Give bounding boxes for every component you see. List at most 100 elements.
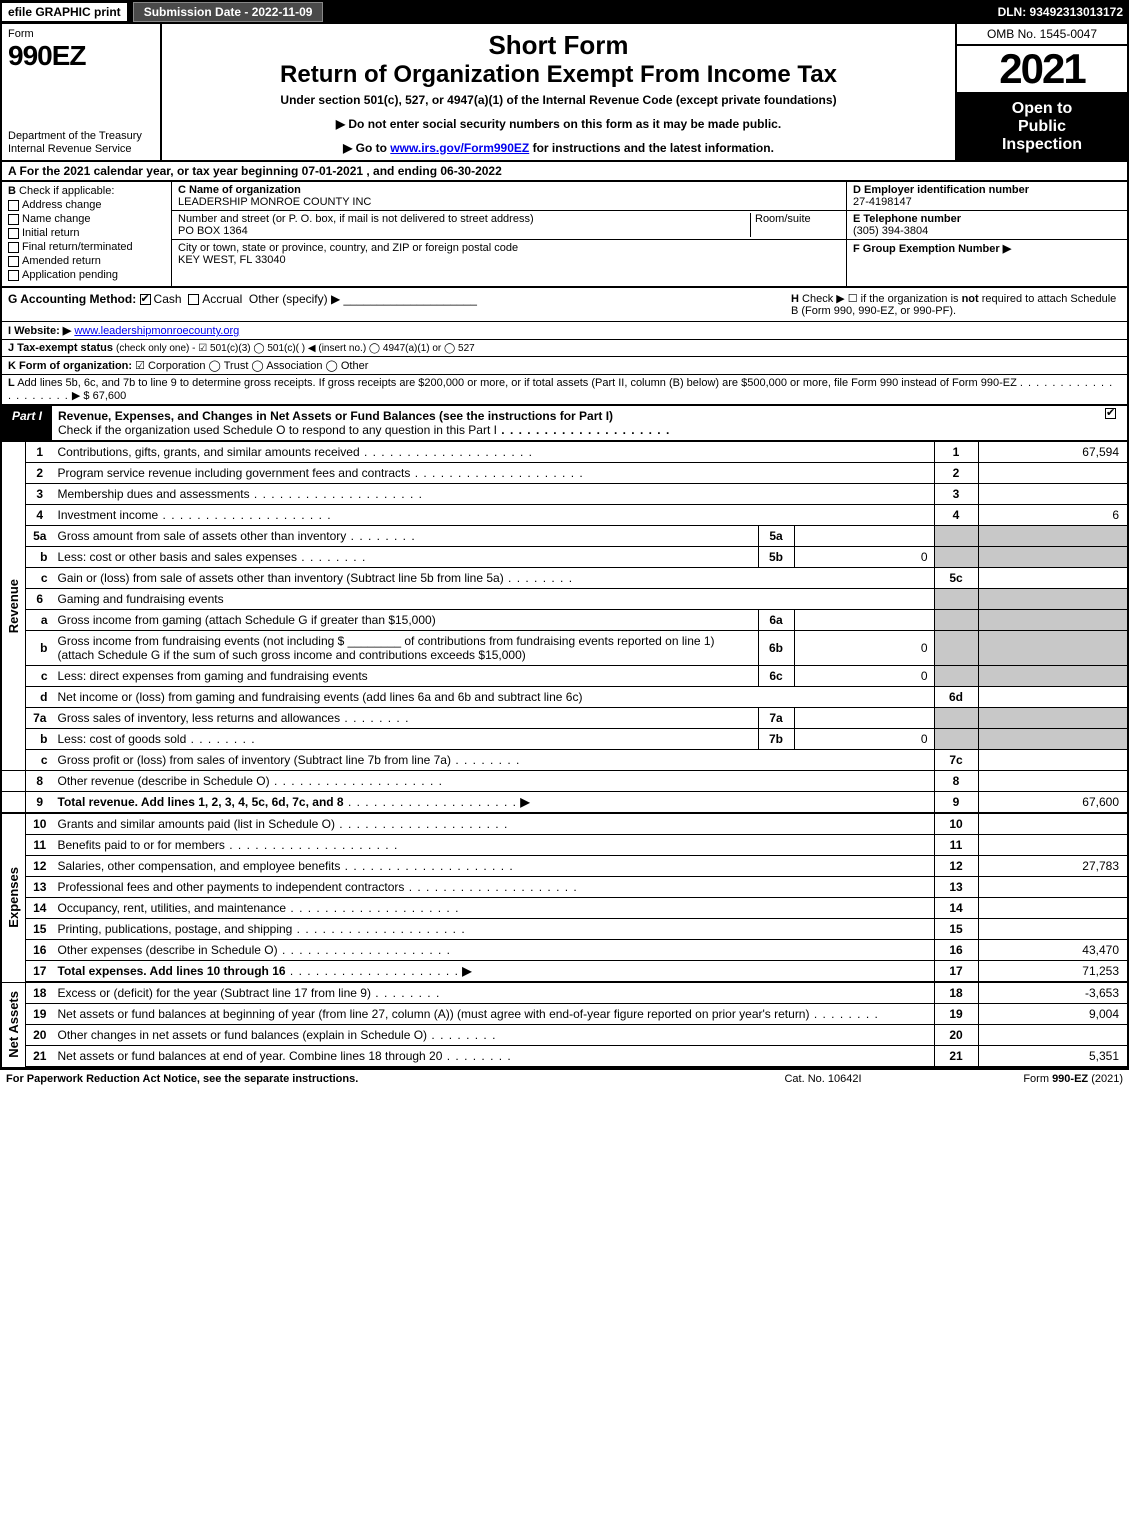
line-19: 19Net assets or fund balances at beginni… xyxy=(1,1004,1128,1025)
l-label: L xyxy=(8,377,15,389)
i-label: I Website: ▶ xyxy=(8,325,71,337)
l-amount-label: ▶ $ xyxy=(72,390,90,402)
section-netassets: Net Assets xyxy=(6,991,21,1058)
g-accounting-method: G Accounting Method: Cash Accrual Other … xyxy=(8,292,791,317)
l-amount: 67,600 xyxy=(93,390,127,402)
short-form-title: Short Form xyxy=(168,30,949,61)
telephone: (305) 394-3804 xyxy=(853,225,1121,237)
chk-name-change[interactable]: Name change xyxy=(8,213,165,225)
g-other: Other (specify) ▶ xyxy=(249,292,340,306)
g-label: G Accounting Method: xyxy=(8,292,136,306)
line-6c: cLess: direct expenses from gaming and f… xyxy=(1,666,1128,687)
chk-amended-return[interactable]: Amended return xyxy=(8,255,165,267)
line-9: 9Total revenue. Add lines 1, 2, 3, 4, 5c… xyxy=(1,792,1128,814)
line-6b: bGross income from fundraising events (n… xyxy=(1,631,1128,666)
line-3: 3Membership dues and assessments3 xyxy=(1,484,1128,505)
line-6a: aGross income from gaming (attach Schedu… xyxy=(1,610,1128,631)
irs-link[interactable]: www.irs.gov/Form990EZ xyxy=(390,141,529,155)
submission-date: Submission Date - 2022-11-09 xyxy=(133,2,324,22)
org-city: KEY WEST, FL 33040 xyxy=(178,254,840,266)
row-i: I Website: ▶ www.leadershipmonroecounty.… xyxy=(0,322,1129,340)
line-1: Revenue 1Contributions, gifts, grants, a… xyxy=(1,442,1128,463)
line-4: 4Investment income46 xyxy=(1,505,1128,526)
part1-title: Revenue, Expenses, and Changes in Net As… xyxy=(52,406,1097,440)
line-5b: bLess: cost or other basis and sales exp… xyxy=(1,547,1128,568)
ssn-note: ▶ Do not enter social security numbers o… xyxy=(168,117,949,131)
c-city-label: City or town, state or province, country… xyxy=(178,242,840,254)
tax-year: 2021 xyxy=(957,46,1127,94)
goto-pre: ▶ Go to xyxy=(343,141,390,155)
part1-dots xyxy=(497,423,670,437)
department-label: Department of the Treasury Internal Reve… xyxy=(8,130,154,156)
h-text1: Check ▶ ☐ if the organization is xyxy=(802,293,962,305)
omb-number: OMB No. 1545-0047 xyxy=(957,24,1127,46)
section-revenue: Revenue xyxy=(6,579,21,633)
k-rest: ☑ Corporation ◯ Trust ◯ Association ◯ Ot… xyxy=(135,360,368,372)
column-c: C Name of organization LEADERSHIP MONROE… xyxy=(172,182,847,286)
form-label: Form xyxy=(8,28,154,40)
efile-print-button[interactable]: efile GRAPHIC print xyxy=(0,1,129,23)
part1-table: Revenue 1Contributions, gifts, grants, a… xyxy=(0,442,1129,1068)
line-15: 15Printing, publications, postage, and s… xyxy=(1,919,1128,940)
c-street-label: Number and street (or P. O. box, if mail… xyxy=(178,213,750,225)
return-title: Return of Organization Exempt From Incom… xyxy=(168,61,949,89)
line-13: 13Professional fees and other payments t… xyxy=(1,877,1128,898)
website-link[interactable]: www.leadershipmonroecounty.org xyxy=(74,325,239,337)
part1-checkbox[interactable] xyxy=(1097,406,1127,440)
h-label: H xyxy=(791,293,799,305)
line-5a: 5aGross amount from sale of assets other… xyxy=(1,526,1128,547)
open-line2: Public xyxy=(961,118,1123,136)
chk-cash[interactable] xyxy=(140,294,151,305)
line-11: 11Benefits paid to or for members11 xyxy=(1,835,1128,856)
part1-header: Part I Revenue, Expenses, and Changes in… xyxy=(0,406,1129,442)
chk-final-return[interactable]: Final return/terminated xyxy=(8,241,165,253)
page-footer: For Paperwork Reduction Act Notice, see … xyxy=(0,1068,1129,1088)
footer-left: For Paperwork Reduction Act Notice, see … xyxy=(6,1073,723,1085)
j-label: J Tax-exempt status xyxy=(8,342,113,354)
line-18: Net Assets 18Excess or (deficit) for the… xyxy=(1,982,1128,1004)
line-12: 12Salaries, other compensation, and empl… xyxy=(1,856,1128,877)
row-g-h: G Accounting Method: Cash Accrual Other … xyxy=(0,288,1129,322)
column-b: B Check if applicable: Address change Na… xyxy=(2,182,172,286)
line-21: 21Net assets or fund balances at end of … xyxy=(1,1046,1128,1068)
chk-initial-return[interactable]: Initial return xyxy=(8,227,165,239)
line-6: 6Gaming and fundraising events xyxy=(1,589,1128,610)
c-name-label: C Name of organization xyxy=(178,184,840,196)
h-not: not xyxy=(962,293,979,305)
g-cash: Cash xyxy=(154,292,182,306)
chk-address-change[interactable]: Address change xyxy=(8,199,165,211)
goto-post: for instructions and the latest informat… xyxy=(529,141,774,155)
header-left: Form 990EZ Department of the Treasury In… xyxy=(2,24,162,160)
row-k: K Form of organization: ☑ Corporation ◯ … xyxy=(0,357,1129,375)
org-name: LEADERSHIP MONROE COUNTY INC xyxy=(178,196,840,208)
e-label: E Telephone number xyxy=(853,213,1121,225)
line-7a: 7aGross sales of inventory, less returns… xyxy=(1,708,1128,729)
row-l: L Add lines 5b, 6c, and 7b to line 9 to … xyxy=(0,375,1129,406)
line-7c: cGross profit or (loss) from sales of in… xyxy=(1,750,1128,771)
chk-application-pending[interactable]: Application pending xyxy=(8,269,165,281)
top-bar: efile GRAPHIC print Submission Date - 20… xyxy=(0,0,1129,24)
k-label: K Form of organization: xyxy=(8,360,132,372)
under-section: Under section 501(c), 527, or 4947(a)(1)… xyxy=(168,93,949,107)
footer-right: Form 990-EZ (2021) xyxy=(923,1073,1123,1085)
ein: 27-4198147 xyxy=(853,196,1121,208)
line-20: 20Other changes in net assets or fund ba… xyxy=(1,1025,1128,1046)
row-h: H Check ▶ ☐ if the organization is not r… xyxy=(791,292,1121,317)
org-street: PO BOX 1364 xyxy=(178,225,750,237)
line-8: 8Other revenue (describe in Schedule O)8 xyxy=(1,771,1128,792)
open-public-inspection: Open to Public Inspection xyxy=(957,94,1127,160)
line-5c: cGain or (loss) from sale of assets othe… xyxy=(1,568,1128,589)
line-16: 16Other expenses (describe in Schedule O… xyxy=(1,940,1128,961)
header-right: OMB No. 1545-0047 2021 Open to Public In… xyxy=(957,24,1127,160)
section-expenses: Expenses xyxy=(6,867,21,928)
row-j: J Tax-exempt status (check only one) - ☑… xyxy=(0,340,1129,357)
form-header: Form 990EZ Department of the Treasury In… xyxy=(0,24,1129,162)
dln: DLN: 93492313013172 xyxy=(998,5,1129,19)
goto-note: ▶ Go to www.irs.gov/Form990EZ for instru… xyxy=(168,141,949,155)
part1-tab: Part I xyxy=(2,406,52,440)
b-check-label: Check if applicable: xyxy=(19,185,114,197)
header-middle: Short Form Return of Organization Exempt… xyxy=(162,24,957,160)
chk-accrual[interactable] xyxy=(188,294,199,305)
line-10: Expenses 10Grants and similar amounts pa… xyxy=(1,813,1128,835)
line-14: 14Occupancy, rent, utilities, and mainte… xyxy=(1,898,1128,919)
